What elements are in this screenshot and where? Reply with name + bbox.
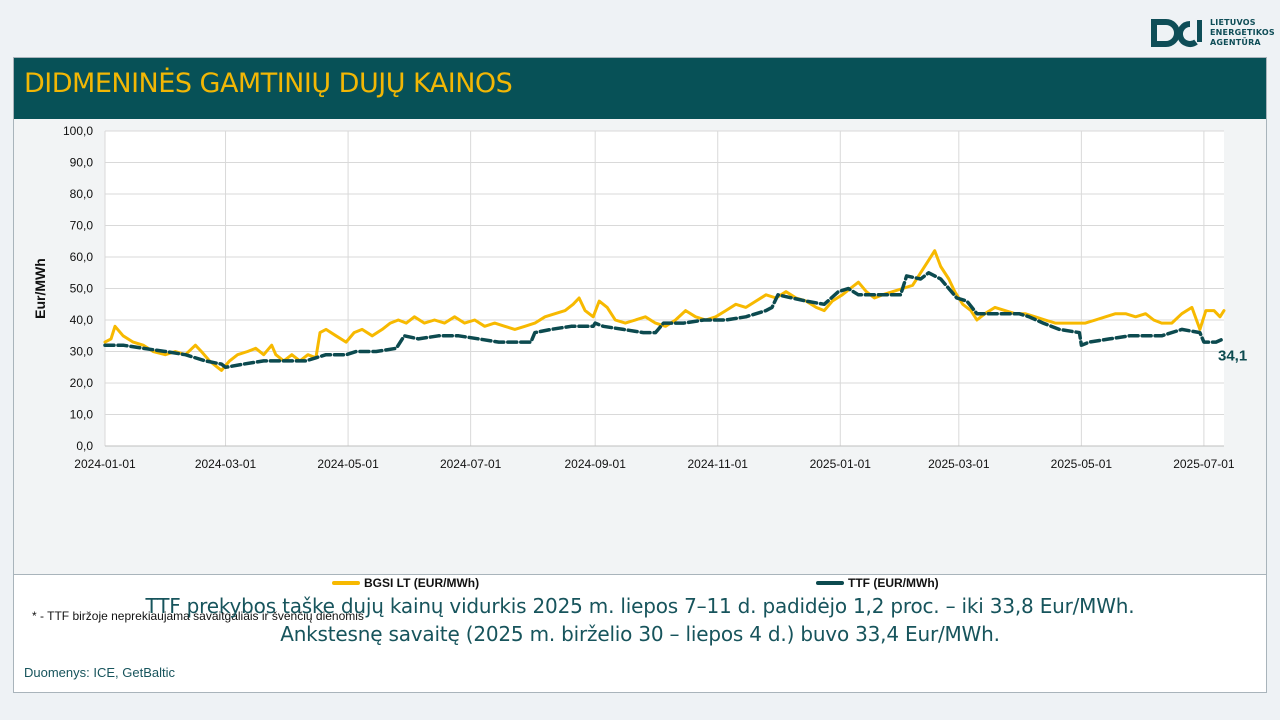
x-tick-label: 2024-09-01 — [564, 457, 626, 471]
series-line-ttf — [103, 271, 1226, 370]
y-tick-label: 30,0 — [70, 345, 94, 359]
legend-ttf: TTF (EUR/MWh) — [816, 576, 939, 590]
y-tick-label: 80,0 — [70, 187, 94, 201]
legend-bgsi-label: BGSI LT (EUR/MWh) — [364, 576, 480, 590]
main-panel: DIDMENINĖS GAMTINIŲ DUJŲ KAINOS 0,0 10,0 2… — [13, 57, 1267, 693]
legend-bgsi: BGSI LT (EUR/MWh) — [332, 576, 479, 590]
y-tick-label: 60,0 — [70, 250, 94, 264]
x-tick-label: 2024-05-01 — [317, 457, 379, 471]
summary-line-2: Ankstesnę savaitę (2025 m. birželio 30 –… — [280, 622, 1000, 646]
y-tick-label: 90,0 — [70, 156, 94, 170]
logo-line-3: AGENTŪRA — [1210, 38, 1261, 47]
x-tick-label: 2024-01-01 — [74, 457, 136, 471]
legend-ttf-label: TTF (EUR/MWh) — [848, 576, 939, 590]
ttf-last-value-label: 34,1 — [1218, 348, 1247, 365]
logo-text: LIETUVOS ENERGETIKOS AGENTŪRA — [1210, 18, 1275, 48]
x-tick-label: 2024-11-01 — [687, 457, 748, 471]
x-tick-label: 2024-03-01 — [195, 457, 257, 471]
x-tick-label: 2025-03-01 — [928, 457, 990, 471]
y-tick-label: 40,0 — [70, 313, 94, 327]
lea-logo-icon — [1151, 19, 1202, 47]
y-tick-label: 100,0 — [63, 124, 93, 138]
divider — [14, 574, 1266, 575]
x-tick-label: 2025-01-01 — [810, 457, 872, 471]
summary-text: TTF prekybos taške dujų kainų vidurkis 2… — [14, 592, 1266, 648]
legend-bgsi-swatch — [332, 581, 360, 585]
summary-line-1: TTF prekybos taške dujų kainų vidurkis 2… — [145, 594, 1135, 618]
chart-footnote: * - TTF biržoje neprekiaujama savaitgali… — [32, 609, 364, 623]
price-chart: 0,0 10,0 20,0 30,0 40,0 50,0 60,0 70,0 80,0 90,0 1… — [32, 124, 1247, 471]
y-axis-label: Eur/MWh — [32, 258, 48, 319]
y-tick-label: 50,0 — [70, 282, 94, 296]
chart-area: 0,0 10,0 20,0 30,0 40,0 50,0 60,0 70,0 80,0 90,0 1… — [14, 119, 1266, 623]
data-source: Duomenys: ICE, GetBaltic — [24, 665, 175, 680]
logo-line-2: ENERGETIKOS — [1210, 28, 1275, 37]
x-tick-label: 2025-05-01 — [1051, 457, 1113, 471]
series-line-bgsi — [103, 249, 1226, 372]
y-tick-label: 20,0 — [70, 376, 94, 390]
page-title: DIDMENINĖS GAMTINIŲ DUJŲ KAINOS — [24, 68, 513, 99]
x-tick-label: 2024-07-01 — [440, 457, 502, 471]
lea-logo: LIETUVOS ENERGETIKOS AGENTŪRA — [1150, 16, 1275, 56]
title-banner: DIDMENINĖS GAMTINIŲ DUJŲ KAINOS — [14, 58, 1266, 119]
x-tick-label: 2025-07-01 — [1173, 457, 1235, 471]
logo-line-1: LIETUVOS — [1210, 18, 1256, 27]
legend-ttf-swatch — [816, 581, 844, 585]
y-tick-label: 0,0 — [76, 439, 93, 453]
y-tick-label: 70,0 — [70, 219, 94, 233]
y-tick-label: 10,0 — [70, 408, 94, 422]
